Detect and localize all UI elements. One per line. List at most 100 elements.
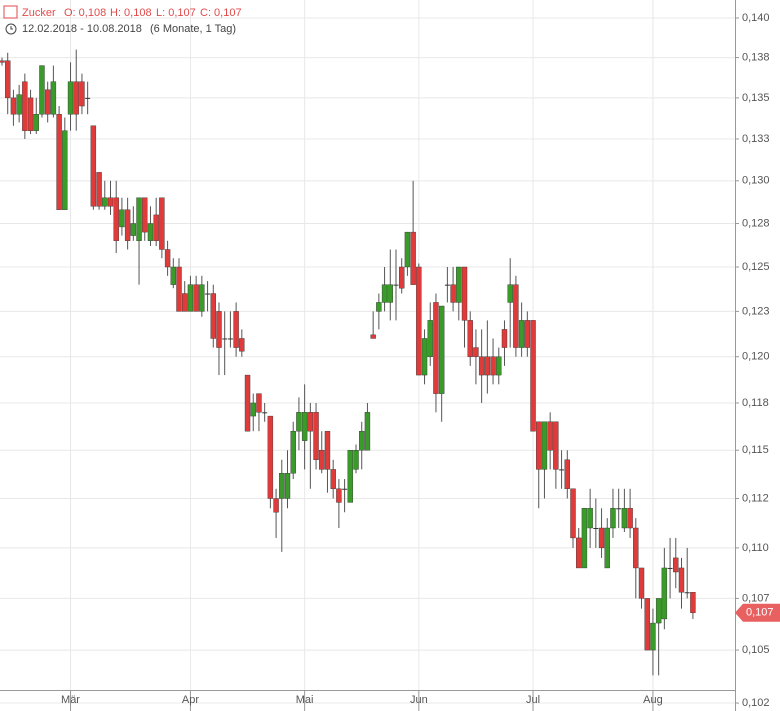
candle-body — [85, 97, 91, 99]
candle-body — [673, 557, 679, 573]
x-tick-label: Mai — [296, 694, 314, 706]
candle-body — [410, 231, 416, 285]
candle-body — [484, 356, 491, 376]
candle-body — [233, 311, 239, 348]
candle-body — [262, 412, 268, 414]
candle-body — [359, 430, 365, 451]
candle-body — [387, 284, 393, 303]
candle-body — [433, 302, 439, 394]
candle-body — [16, 94, 22, 115]
candle-body — [667, 567, 673, 569]
candle-body — [627, 508, 633, 529]
candle-body — [416, 266, 422, 376]
candle-body — [267, 415, 274, 499]
y-tick-label: 0,105 — [742, 644, 770, 656]
candle-body — [661, 567, 668, 620]
candle-body — [324, 430, 331, 470]
candle-body — [490, 356, 496, 376]
candle-body — [621, 508, 628, 529]
candle-body — [513, 284, 519, 348]
header: Zucker O: 0,108 H: 0,108 L: 0,107 C: 0,1… — [3, 5, 242, 35]
candle-body — [524, 320, 531, 348]
candle-body — [364, 412, 371, 451]
y-tick-label: 0,120 — [742, 351, 770, 363]
candle-body — [193, 284, 199, 312]
candle-body — [256, 393, 262, 413]
candle-body — [342, 488, 348, 490]
candle-body — [501, 329, 508, 348]
candle-body — [67, 81, 74, 115]
candle-body — [604, 527, 610, 569]
candle-body — [438, 305, 445, 394]
candle-body — [182, 293, 188, 312]
candle-body — [113, 197, 119, 241]
candle-body — [427, 320, 433, 357]
candle-body — [216, 311, 222, 348]
candle-body — [541, 421, 548, 470]
candle-body — [96, 172, 102, 207]
y-tick-label: 0,133 — [742, 133, 770, 145]
instrument-icon — [3, 5, 18, 19]
candle-body — [147, 223, 154, 241]
ohlc-open: O: 0,108 — [64, 7, 106, 19]
candle-body — [444, 284, 450, 286]
candle-body — [284, 473, 291, 499]
candle-body — [616, 508, 622, 510]
candle-body — [650, 622, 656, 651]
candle-body — [690, 592, 696, 613]
candle-body — [570, 488, 576, 539]
candle-body — [90, 125, 97, 207]
candle-body — [610, 508, 616, 529]
y-tick-label: 0,102 — [742, 697, 770, 709]
candle-body — [79, 81, 85, 107]
candle-body — [633, 527, 639, 569]
candle-body — [421, 338, 428, 376]
y-tick-label: 0,140 — [742, 12, 770, 24]
candle-body — [347, 450, 354, 503]
candle-body — [250, 402, 256, 417]
x-tick-label: Apr — [182, 694, 199, 706]
ohlc-high: H: 0,108 — [110, 7, 152, 19]
y-tick-label: 0,128 — [742, 217, 770, 229]
candle-body — [187, 284, 194, 312]
candle-body — [473, 347, 479, 357]
candle-body — [210, 293, 216, 339]
candle-body — [478, 356, 485, 376]
last-price-label: 0,107 — [746, 607, 774, 619]
y-tick-label: 0,112 — [742, 492, 769, 504]
candle-body — [553, 421, 559, 470]
candle-body — [518, 320, 525, 348]
candle-body — [124, 209, 131, 241]
candle-body — [330, 469, 336, 489]
candle-body — [164, 249, 171, 268]
span: (6 Monate, 1 Tag) — [150, 23, 236, 35]
candle-body — [130, 223, 137, 236]
candles — [0, 49, 696, 676]
candle-body — [461, 266, 468, 321]
candle-body — [56, 114, 62, 210]
candle-body — [39, 65, 45, 115]
candle-body — [62, 130, 68, 210]
period: 12.02.2018 - 10.08.2018 — [22, 23, 142, 35]
candle-body — [381, 284, 388, 303]
candle-body — [5, 60, 11, 99]
candle-body — [559, 469, 565, 471]
candle-body — [336, 488, 342, 503]
candle-body — [456, 266, 462, 303]
candle-body — [536, 421, 542, 470]
candle-body — [399, 266, 405, 289]
candle-body — [50, 81, 57, 115]
candle-body — [655, 598, 662, 624]
candle-body — [576, 537, 582, 569]
candle-body — [507, 284, 513, 303]
candle-body — [136, 197, 142, 241]
y-tick-label: 0,107 — [742, 592, 770, 604]
candle-body — [290, 430, 296, 474]
candle-body — [319, 450, 325, 470]
candle-body — [353, 450, 359, 470]
candle-body — [376, 302, 382, 312]
candle-body — [581, 508, 588, 569]
y-tick-label: 0,135 — [742, 92, 770, 104]
candle-body — [22, 81, 28, 131]
ohlc-low: L: 0,107 — [156, 7, 196, 19]
